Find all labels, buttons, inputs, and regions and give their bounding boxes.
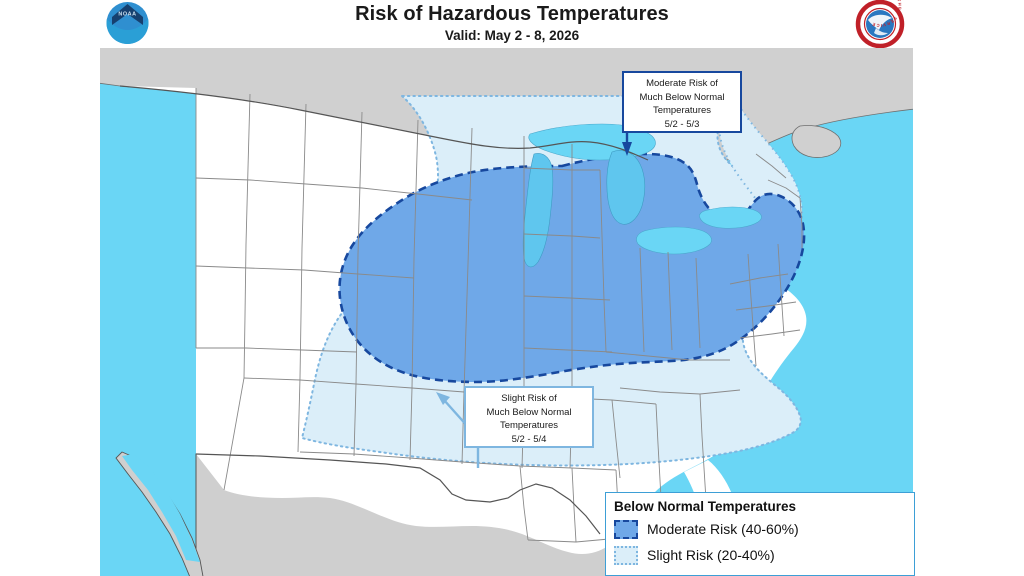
page-title: Risk of Hazardous Temperatures	[355, 3, 669, 25]
legend-label-slight: Slight Risk (20-40%)	[647, 547, 775, 563]
map-canvas[interactable]	[100, 48, 913, 576]
slight-callout-dates: 5/2 - 5/4	[511, 433, 547, 445]
header: Risk of Hazardous Temperatures Valid: Ma…	[0, 0, 1024, 49]
moderate-callout-dates: 5/2 - 5/3	[664, 118, 700, 130]
noaa-logo: NOAA	[101, 1, 154, 47]
legend-item-slight: Slight Risk (20-40%)	[614, 543, 914, 568]
valid-period-subtitle: Valid: May 2 - 8, 2026	[444, 28, 580, 43]
slight-callout-line-1: Slight Risk of	[501, 393, 557, 404]
nws-logo: NATIONAL WEATHER SERVICE	[852, 0, 908, 49]
gulf-of-california	[122, 454, 200, 562]
legend-item-moderate: Moderate Risk (40-60%)	[614, 517, 914, 542]
map-legend: Below Normal Temperatures Moderate Risk …	[605, 492, 915, 576]
moderate-callout-line-3: Temperatures	[652, 105, 712, 117]
moderate-callout-line-2: Much Below Normal	[639, 91, 725, 103]
slight-callout-line-3: Temperatures	[499, 420, 559, 432]
noaa-logo-icon: NOAA	[106, 2, 149, 44]
moderate-callout-line-1: Moderate Risk of	[646, 78, 718, 89]
lake-ontario	[699, 206, 762, 229]
nws-logo-icon: NATIONAL WEATHER SERVICE	[855, 0, 905, 49]
noaa-logo-label: NOAA	[118, 12, 136, 18]
slight-risk-callout: Slight Risk of Much Below Normal Tempera…	[464, 386, 594, 448]
legend-label-moderate: Moderate Risk (40-60%)	[647, 521, 799, 537]
lake-erie	[636, 226, 712, 255]
slight-risk-swatch-icon	[614, 546, 638, 565]
map-graphic[interactable]	[100, 48, 913, 576]
title-block: Risk of Hazardous Temperatures Valid: Ma…	[0, 2, 1024, 45]
lake-huron	[606, 150, 646, 225]
legend-title: Below Normal Temperatures	[614, 499, 797, 514]
lake-michigan	[522, 153, 554, 268]
moderate-risk-callout: Moderate Risk of Much Below Normal Tempe…	[622, 71, 742, 133]
moderate-risk-swatch-icon	[614, 520, 638, 539]
slight-callout-line-2: Much Below Normal	[486, 406, 572, 418]
maritimes-landmass	[791, 125, 842, 158]
country-boundaries	[119, 85, 649, 535]
